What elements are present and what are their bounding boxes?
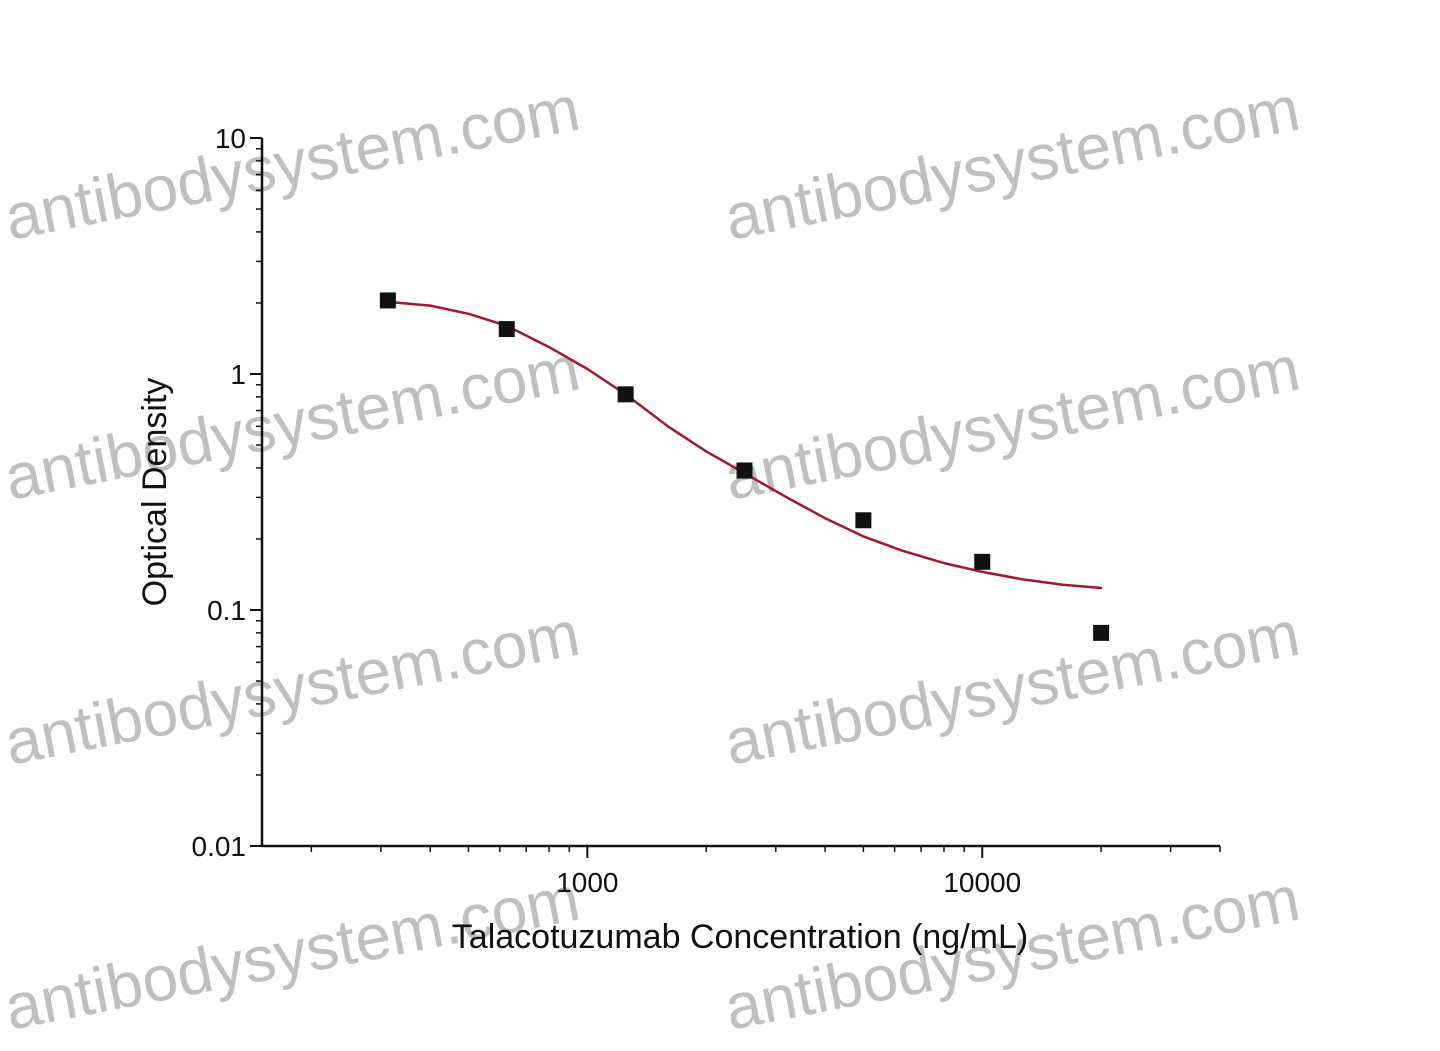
data-point — [736, 462, 753, 479]
watermark-text: antibodysystem.com — [0, 597, 585, 779]
data-point — [974, 553, 991, 570]
y-axis-label: Optical Density — [136, 378, 174, 607]
y-tick-label: 1 — [230, 359, 246, 390]
x-axis-label: Talacotuzumab Concentration (ng/mL) — [452, 918, 1028, 956]
watermark-text: antibodysystem.com — [719, 332, 1305, 514]
watermark-text: antibodysystem.com — [719, 72, 1305, 254]
watermark-layer: antibodysystem.com antibodysystem.com anti… — [0, 72, 1305, 1044]
y-tick-label: 10 — [215, 123, 246, 154]
data-point — [617, 386, 634, 403]
points-layer — [379, 292, 1110, 641]
x-tick-label: 10000 — [943, 867, 1021, 898]
watermark-text: antibodysystem.com — [0, 332, 585, 514]
data-point — [855, 512, 872, 529]
data-point — [1093, 624, 1110, 641]
watermark-text: antibodysystem.com — [719, 597, 1305, 779]
y-tick-label: 0.1 — [207, 595, 246, 626]
x-tick-label: 1000 — [556, 867, 618, 898]
data-point — [498, 321, 515, 338]
axes-layer: 10 1 0.1 0.01 1000 10000 — [192, 123, 1221, 898]
data-point — [379, 292, 396, 309]
watermark-text: antibodysystem.com — [0, 72, 585, 254]
y-tick-label: 0.01 — [192, 831, 247, 862]
